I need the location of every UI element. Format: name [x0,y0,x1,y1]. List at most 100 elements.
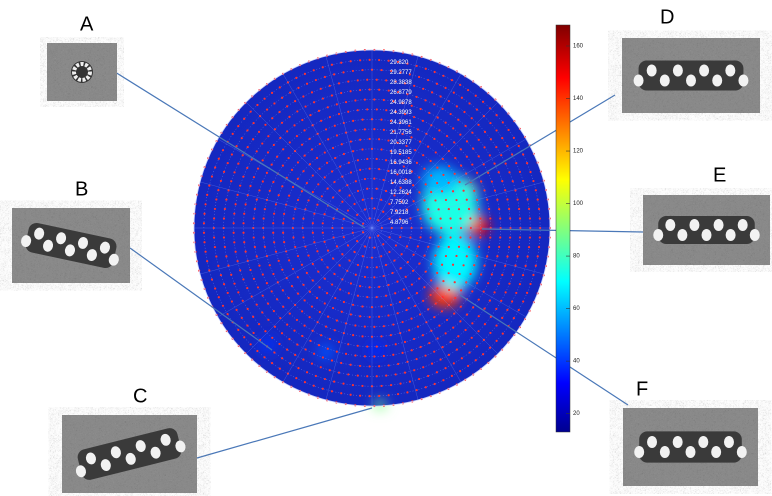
sample-dot [301,190,303,192]
ring-label: 21.7756 [390,130,412,136]
sample-dot [336,319,338,321]
sample-dot [204,251,206,253]
sample-dot [422,300,424,302]
sample-dot [249,269,251,271]
sample-dot [242,278,244,280]
sample-dot [425,271,427,273]
sample-dot [484,323,486,325]
sample-dot [475,359,477,361]
sample-dot [422,88,424,90]
sample-dot [434,199,436,201]
sample-dot [313,385,315,387]
sample-dot [313,353,315,355]
sample-dot [376,266,378,268]
sample-dot [301,144,303,146]
sample-dot [319,311,321,313]
colorbar-tick-label: 80 [573,254,580,260]
sample-dot [302,217,304,219]
sample-dot [385,295,387,297]
sample-dot [311,305,313,307]
sample-dot [214,208,216,210]
sample-dot [455,255,457,257]
sample-dot [429,217,431,219]
colorbar-tick-label: 100 [573,201,584,207]
sample-dot [301,310,303,312]
sample-dot [288,194,290,196]
sample-dot [237,329,239,331]
sample-dot [306,371,308,373]
sample-dot [452,264,454,266]
sample-dot [332,196,334,198]
sample-dot [233,232,235,234]
sample-dot [301,119,303,121]
sample-dot [538,246,540,248]
sample-dot [281,332,283,334]
sample-dot [339,165,341,167]
sample-dot [468,102,470,104]
sample-dot [333,73,335,75]
sample-dot [537,255,539,257]
sample-dot [347,111,349,113]
sample-dot [272,273,274,275]
sample-dot [451,375,453,377]
sample-dot [227,292,229,294]
sample-dot [420,346,422,348]
sample-dot [506,255,508,257]
sample-dot [529,236,531,238]
sample-dot [460,306,462,308]
sample-dot [334,125,336,127]
sample-dot [529,217,531,219]
sample-dot [445,332,447,334]
sample-dot [324,378,326,380]
sample-dot [263,217,265,219]
sample-dot [468,246,470,248]
sample-dot [350,313,352,315]
ring-label: 26.8779 [390,90,412,96]
sample-dot [258,323,260,325]
sample-dot [431,363,433,365]
ring-label: 7.9218 [390,210,409,216]
sample-dot [466,314,468,316]
sample-dot [306,182,308,184]
sample-dot [302,170,304,172]
sample-dot [473,190,475,192]
sample-dot [354,354,356,356]
sample-dot [449,217,451,219]
sample-dot [395,373,397,375]
sample-dot [359,365,361,367]
sample-dot [400,187,402,189]
sample-dot [334,329,336,331]
sample-dot [286,105,288,107]
sample-dot [338,82,340,84]
sample-dot [473,264,475,266]
sample-dot [454,173,456,175]
class-average [47,43,117,101]
sample-dot [296,135,298,137]
sample-dot [211,175,213,177]
sample-dot [495,129,497,131]
sample-dot [362,255,364,257]
sample-dot [438,129,440,131]
colorbar-tick-label: 120 [573,149,584,155]
sample-dot [326,266,328,268]
sample-dot [342,383,344,385]
sample-dot [518,145,520,147]
sample-dot [222,149,224,151]
sample-dot [307,199,309,201]
sample-dot [408,329,410,331]
sample-dot [442,174,444,176]
particle-density [673,436,683,448]
sample-dot [327,348,329,350]
sample-dot [333,381,335,383]
sample-dot [296,110,298,112]
sample-dot [291,285,293,287]
sample-dot [498,171,500,173]
sample-dot [417,128,419,130]
sample-dot [399,301,401,303]
sample-dot [258,264,260,266]
sample-dot [292,217,294,219]
sample-dot [448,354,450,356]
sample-dot [294,246,296,248]
sample-dot [420,108,422,110]
sample-dot [203,213,205,215]
